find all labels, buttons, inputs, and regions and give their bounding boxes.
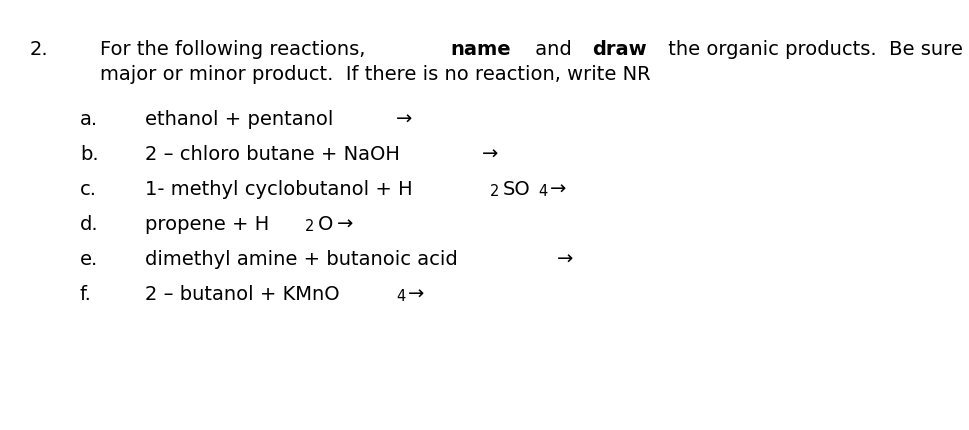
- Text: →: →: [408, 285, 424, 304]
- Text: name: name: [450, 40, 511, 59]
- Text: 1- methyl cyclobutanol + H: 1- methyl cyclobutanol + H: [144, 180, 412, 199]
- Text: f.: f.: [79, 285, 92, 304]
- Text: →: →: [337, 215, 354, 234]
- Text: draw: draw: [591, 40, 646, 59]
- Text: →: →: [556, 250, 573, 269]
- Text: dimethyl amine + butanoic acid: dimethyl amine + butanoic acid: [144, 250, 463, 269]
- Text: 2 – chloro butane + NaOH: 2 – chloro butane + NaOH: [144, 145, 406, 164]
- Text: c.: c.: [79, 180, 97, 199]
- Text: ethanol + pentanol: ethanol + pentanol: [144, 110, 339, 129]
- Text: →: →: [549, 180, 566, 199]
- Text: SO: SO: [502, 180, 530, 199]
- Text: →: →: [482, 145, 498, 164]
- Text: the organic products.  Be sure to indicate if there is: the organic products. Be sure to indicat…: [662, 40, 969, 59]
- Text: 4: 4: [538, 184, 547, 199]
- Text: 2: 2: [305, 219, 314, 234]
- Text: and: and: [528, 40, 578, 59]
- Text: a.: a.: [79, 110, 98, 129]
- Text: major or minor product.  If there is no reaction, write NR: major or minor product. If there is no r…: [100, 65, 650, 84]
- Text: d.: d.: [79, 215, 99, 234]
- Text: propene + H: propene + H: [144, 215, 269, 234]
- Text: O: O: [317, 215, 332, 234]
- Text: b.: b.: [79, 145, 99, 164]
- Text: 2 – butanol + KMnO: 2 – butanol + KMnO: [144, 285, 339, 304]
- Text: →: →: [395, 110, 412, 129]
- Text: For the following reactions,: For the following reactions,: [100, 40, 371, 59]
- Text: 2.: 2.: [30, 40, 48, 59]
- Text: e.: e.: [79, 250, 98, 269]
- Text: 4: 4: [395, 289, 405, 304]
- Text: 2: 2: [489, 184, 499, 199]
